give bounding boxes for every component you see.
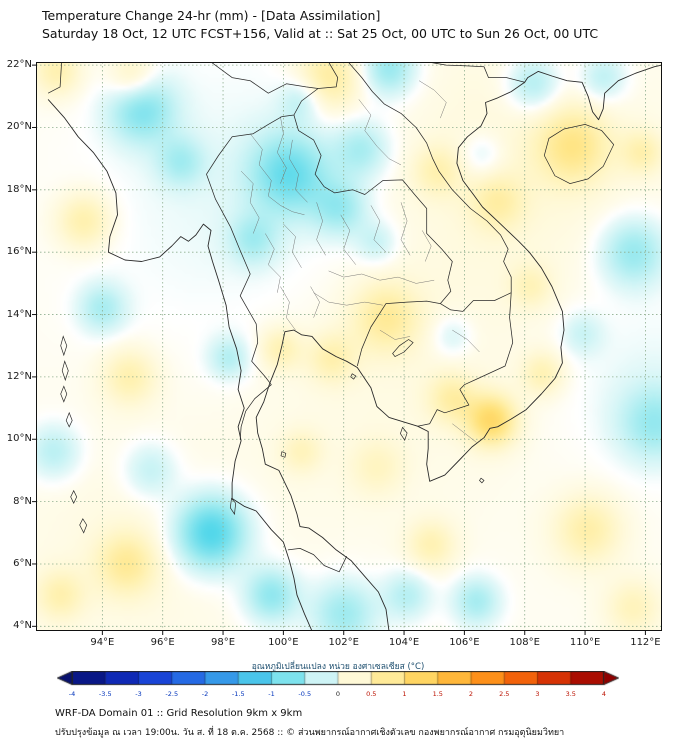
lon-tick-label: 110°E xyxy=(569,637,601,648)
colorbar-tick-label: -3 xyxy=(135,690,142,698)
lat-tick-label: 6°N xyxy=(13,557,32,569)
temperature-field-canvas xyxy=(36,62,662,631)
colorbar-tick-label: 4 xyxy=(601,690,607,698)
lat-tick-label: 22°N xyxy=(6,59,32,71)
colorbar-tick-label: 2 xyxy=(468,690,474,698)
lon-tick-label: 94°E xyxy=(90,637,115,648)
lon-tick-label: 112°E xyxy=(630,637,661,648)
lon-tick-label: 100°E xyxy=(268,637,299,648)
colorbar-tick-label: -1.5 xyxy=(231,690,245,698)
colorbar-tick-label: -3.5 xyxy=(98,690,112,698)
map-borders-overlay xyxy=(36,62,662,631)
map-plot-area xyxy=(36,62,662,631)
colorbar-tick-label: 3.5 xyxy=(565,690,576,698)
lat-tick-label: 16°N xyxy=(6,246,32,258)
figure-subtitle: Saturday 18 Oct, 12 UTC FCST+156, Valid … xyxy=(42,26,599,41)
colorbar-tick-label: -2.5 xyxy=(165,690,179,698)
lat-tick-label: 14°N xyxy=(6,308,32,320)
lat-tick-label: 10°N xyxy=(6,433,32,445)
lon-tick-label: 106°E xyxy=(449,637,480,648)
colorbar-tick-label: 0.5 xyxy=(366,690,377,698)
colorbar-tick-label: -2 xyxy=(201,690,209,698)
colorbar-tick-label: 1 xyxy=(402,690,407,698)
lon-tick-label: 104°E xyxy=(388,637,420,648)
colorbar-label: อุณหภูมิเปลี่ยนแปลง หน่วย องศาเซลเซียส (… xyxy=(251,662,425,672)
colorbar-tick-label: 3 xyxy=(535,690,540,698)
colorbar-tick-label: 0 xyxy=(335,690,341,698)
colorbar-tick-label: -1 xyxy=(268,690,275,698)
colorbar-tick-label: -4 xyxy=(68,690,76,698)
lon-tick-label: 96°E xyxy=(150,637,175,648)
lon-tick-label: 108°E xyxy=(509,637,540,648)
lat-tick-label: 12°N xyxy=(6,370,32,382)
figure-title: Temperature Change 24-hr (mm) - [Data As… xyxy=(42,8,381,23)
colorbar-tick-label: 1.5 xyxy=(432,690,443,698)
lat-tick-label: 18°N xyxy=(6,183,32,195)
colorbar xyxy=(57,671,619,686)
footer-domain-info: WRF-DA Domain 01 :: Grid Resolution 9km … xyxy=(55,708,303,719)
footer-update-info: ปรับปรุงข้อมูล ณ เวลา 19:00น. วัน ส. ที่… xyxy=(55,728,565,738)
lat-tick-label: 8°N xyxy=(13,495,32,507)
colorbar-tick-label: 2.5 xyxy=(499,690,510,698)
lat-tick-label: 4°N xyxy=(13,620,32,632)
lon-tick-label: 98°E xyxy=(211,637,236,648)
colorbar-tick-label: -0.5 xyxy=(298,690,312,698)
lon-tick-label: 102°E xyxy=(328,637,359,648)
lat-tick-label: 20°N xyxy=(6,121,32,133)
